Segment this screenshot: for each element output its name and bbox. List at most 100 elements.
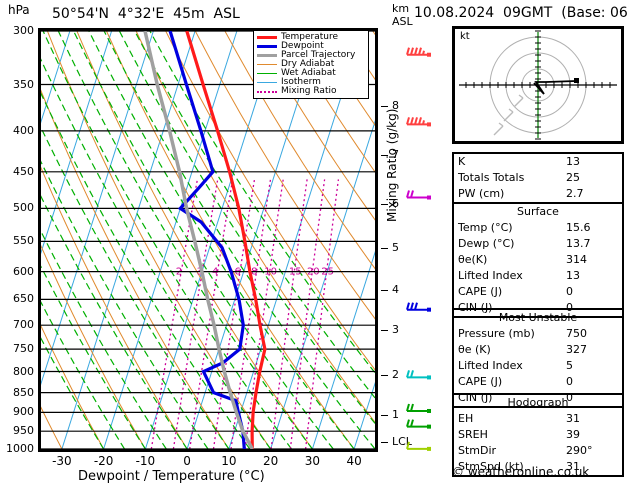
station-coordinates-label: 50°54'N 4°32'E 45m ASL [52, 6, 240, 22]
temperature-tick-label: 20 [262, 454, 279, 468]
table-row: Totals Totals 25 [454, 170, 622, 186]
table-row: PW (cm) 2.7 [454, 186, 622, 202]
row-key: θe (K) [458, 343, 491, 356]
pressure-tick-label: 400 [13, 123, 34, 137]
surface-parcel-table: Surface Temp (°C) 15.6 Dewp (°C) 13.7 θe(K) 3… [452, 202, 624, 318]
row-value: 0 [566, 391, 573, 404]
pressure-tick-label: 700 [13, 318, 34, 332]
row-value: 327 [566, 343, 587, 356]
pressure-tick-label: 850 [13, 385, 34, 399]
altitude-tick-label: 5 [392, 241, 399, 254]
legend-label: Parcel Trajectory [281, 50, 356, 60]
legend-item: Temperature [257, 33, 365, 42]
altitude-tick-mark [381, 290, 388, 291]
pressure-tick-label: 900 [13, 405, 34, 419]
hodograph-table-title: Hodograph [507, 396, 569, 409]
table-row: Lifted Index 13 [454, 268, 622, 284]
hodograph-unit-label: kt [460, 31, 470, 42]
row-value: 0 [566, 285, 573, 298]
altitude-tick-mark [381, 106, 388, 107]
hodograph-wind-barb [513, 94, 524, 108]
altitude-tick-mark [381, 375, 388, 376]
most-unstable-table-title: Most Unstable [498, 311, 578, 324]
altitude-tick-mark [381, 155, 388, 156]
row-key: CAPE (J) [458, 285, 503, 298]
row-key: StmDir [458, 444, 497, 457]
row-value: 13 [566, 269, 580, 282]
legend-item: Mixing Ratio [257, 87, 365, 96]
temperature-tick-label: 30 [304, 454, 321, 468]
wind-barb [406, 47, 431, 57]
hodograph-wind-barb [493, 122, 504, 136]
row-key: θe(K) [458, 253, 488, 266]
legend-item: Parcel Trajectory [257, 51, 365, 60]
wind-barb-column [406, 47, 431, 451]
wind-barb [406, 403, 431, 413]
row-value: 0 [566, 301, 573, 314]
altitude-asl-label: ASL [392, 15, 413, 28]
table-row: SREH 39 [454, 427, 622, 443]
legend-color-swatch [257, 73, 277, 74]
table-row: K 13 [454, 154, 622, 170]
hodograph-panel: kt [452, 26, 624, 144]
pressure-tick-label: 300 [13, 24, 34, 37]
row-key: StmSpd (kt) [458, 460, 524, 473]
altitude-tick-label: 6 [392, 197, 399, 210]
surface-rows: Temp (°C) 15.6 Dewp (°C) 13.7 θe(K) 314 Lifted… [454, 220, 622, 316]
row-value: 39 [566, 428, 580, 441]
altitude-tick-label: 1 [392, 408, 399, 421]
hodograph-stat-rows: EH 31 SREH 39 StmDir 290° StmSpd (kt) 31 [454, 411, 622, 475]
table-row: Pressure (mb) 750 [454, 326, 622, 342]
copyright-label: © weatheronline.co.uk [452, 465, 590, 479]
pressure-tick-label: 750 [13, 342, 34, 356]
row-value: 750 [566, 327, 587, 340]
row-value: 290° [566, 444, 593, 457]
surface-table-title: Surface [517, 205, 559, 218]
altitude-tick-label: 4 [392, 283, 399, 296]
legend-color-swatch [257, 36, 277, 39]
temperature-tick-label: -30 [52, 454, 72, 468]
row-key: SREH [458, 428, 488, 441]
temperature-tick-label: 40 [346, 454, 362, 468]
legend-color-swatch [257, 45, 277, 48]
legend-item: Wet Adiabat [257, 69, 365, 78]
row-value: 5 [566, 359, 573, 372]
legend-label: Mixing Ratio [281, 86, 337, 96]
pressure-unit-label: hPa [8, 3, 30, 17]
row-value: 15.6 [566, 221, 591, 234]
most-unstable-parcel-table: Most Unstable Pressure (mb) 750 θe (K) 327 L… [452, 308, 624, 408]
altitude-tick-mark [381, 204, 388, 205]
table-row: CAPE (J) 0 [454, 284, 622, 300]
temperature-tick-label: -20 [93, 454, 114, 468]
pressure-tick-label: 1000 [6, 442, 34, 455]
row-value: 31 [566, 412, 580, 425]
row-key: Dewp (°C) [458, 237, 515, 250]
legend-label: Isotherm [281, 77, 321, 87]
legend-label: Dewpoint [281, 41, 324, 51]
most-unstable-rows: Pressure (mb) 750 θe (K) 327 Lifted Index 5 CA… [454, 326, 622, 406]
row-key: EH [458, 412, 474, 425]
altitude-tick-label: 7 [392, 148, 399, 161]
hodograph-svg [459, 30, 617, 140]
row-key: Temp (°C) [458, 221, 513, 234]
table-row: StmDir 290° [454, 443, 622, 459]
table-row: StmSpd (kt) 31 [454, 459, 622, 475]
legend-color-swatch [257, 54, 277, 57]
table-row: Temp (°C) 15.6 [454, 220, 622, 236]
temperature-tick-label: 0 [183, 454, 191, 468]
legend-color-swatch [257, 64, 277, 65]
wind-barb [406, 441, 431, 451]
x-axis-title: Dewpoint / Temperature (°C) [78, 469, 265, 484]
hodograph-stats-table: Hodograph EH 31 SREH 39 StmDir 290° StmSpd (kt… [452, 393, 624, 477]
pressure-tick-label: 950 [13, 424, 34, 438]
row-key: Lifted Index [458, 269, 523, 282]
wind-barb [406, 419, 431, 429]
pressure-tick-label: 650 [13, 292, 34, 306]
temperature-tick-label: -10 [135, 454, 156, 468]
row-key: Lifted Index [458, 359, 523, 372]
legend-item: Isotherm [257, 78, 365, 87]
row-key: CIN (J) [458, 301, 493, 314]
row-value: 31 [566, 460, 580, 473]
wind-barb [406, 117, 431, 127]
